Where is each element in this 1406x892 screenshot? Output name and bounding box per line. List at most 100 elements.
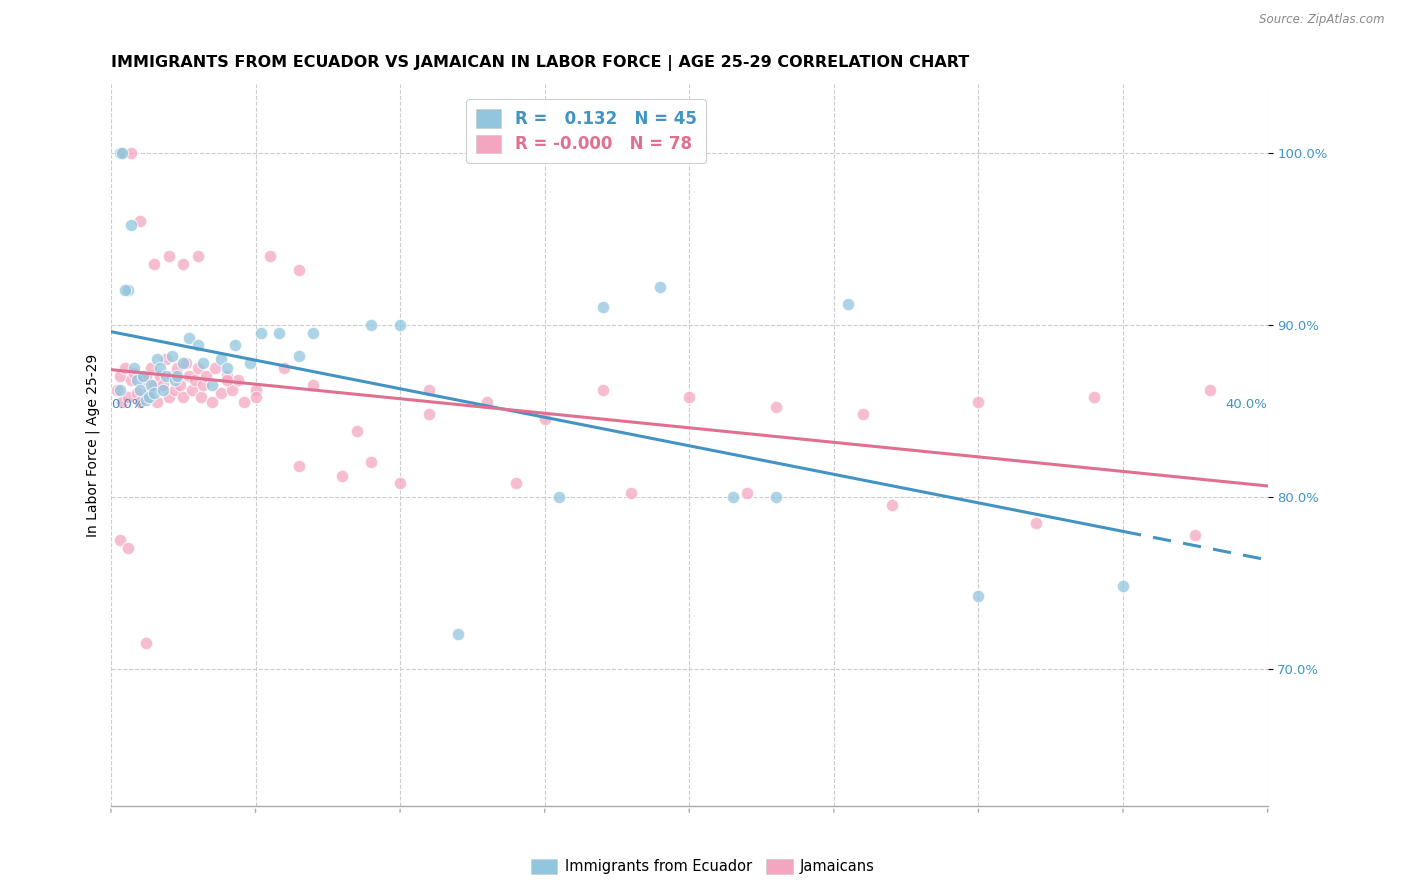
Text: 40.0%: 40.0% bbox=[1226, 398, 1268, 411]
Point bbox=[180, 383, 202, 397]
Point bbox=[418, 383, 440, 397]
Point bbox=[138, 386, 160, 401]
Point bbox=[163, 383, 186, 397]
Point bbox=[117, 541, 139, 556]
Point bbox=[765, 401, 787, 415]
Point bbox=[389, 318, 412, 332]
Legend: R =   0.132   N = 45, R = -0.000   N = 78: R = 0.132 N = 45, R = -0.000 N = 78 bbox=[467, 99, 706, 163]
Point bbox=[330, 469, 353, 483]
Point bbox=[245, 383, 267, 397]
Point bbox=[1198, 383, 1220, 397]
Point bbox=[273, 360, 295, 375]
Point bbox=[187, 249, 209, 263]
Point bbox=[195, 369, 218, 384]
Point bbox=[177, 331, 200, 345]
Point bbox=[166, 360, 188, 375]
Point bbox=[302, 377, 325, 392]
Point bbox=[108, 145, 131, 160]
Y-axis label: In Labor Force | Age 25-29: In Labor Force | Age 25-29 bbox=[86, 353, 100, 537]
Point bbox=[177, 369, 200, 384]
Point bbox=[215, 373, 238, 387]
Point bbox=[149, 369, 172, 384]
Point bbox=[172, 390, 194, 404]
Point bbox=[224, 338, 246, 352]
Point bbox=[389, 475, 412, 490]
Point bbox=[187, 360, 209, 375]
Point bbox=[184, 373, 207, 387]
Point bbox=[163, 373, 186, 387]
Point bbox=[215, 360, 238, 375]
Point bbox=[155, 369, 177, 384]
Point bbox=[111, 145, 134, 160]
Point bbox=[169, 377, 191, 392]
Point bbox=[190, 390, 212, 404]
Point bbox=[146, 395, 169, 409]
Point bbox=[138, 390, 160, 404]
Point bbox=[650, 280, 672, 294]
Point bbox=[1025, 516, 1047, 530]
Point bbox=[135, 393, 157, 408]
Point bbox=[120, 218, 142, 232]
Point bbox=[141, 377, 163, 392]
Point bbox=[135, 636, 157, 650]
Point bbox=[128, 214, 150, 228]
Point bbox=[620, 486, 643, 500]
Point bbox=[360, 455, 382, 469]
Point bbox=[418, 407, 440, 421]
Point bbox=[122, 360, 145, 375]
Point bbox=[132, 373, 155, 387]
Point bbox=[135, 369, 157, 384]
Point bbox=[447, 627, 470, 641]
Text: IMMIGRANTS FROM ECUADOR VS JAMAICAN IN LABOR FORCE | AGE 25-29 CORRELATION CHART: IMMIGRANTS FROM ECUADOR VS JAMAICAN IN L… bbox=[111, 55, 969, 71]
Point bbox=[128, 395, 150, 409]
Point bbox=[114, 283, 136, 297]
Point bbox=[143, 377, 166, 392]
Point bbox=[141, 360, 163, 375]
Point bbox=[837, 297, 859, 311]
Point bbox=[239, 355, 262, 369]
Point bbox=[209, 386, 232, 401]
Point bbox=[880, 498, 903, 512]
Point bbox=[152, 377, 174, 392]
Point bbox=[505, 475, 527, 490]
Point bbox=[360, 318, 382, 332]
Point bbox=[765, 490, 787, 504]
Point bbox=[226, 373, 249, 387]
Point bbox=[245, 390, 267, 404]
Point bbox=[146, 352, 169, 367]
Point bbox=[592, 383, 614, 397]
Point bbox=[114, 360, 136, 375]
Point bbox=[172, 355, 194, 369]
Point bbox=[221, 383, 243, 397]
Point bbox=[117, 390, 139, 404]
Point bbox=[157, 390, 180, 404]
Point bbox=[128, 383, 150, 397]
Point bbox=[174, 355, 197, 369]
Point bbox=[721, 490, 744, 504]
Point bbox=[215, 369, 238, 384]
Point bbox=[302, 326, 325, 341]
Point bbox=[204, 360, 226, 375]
Point bbox=[108, 369, 131, 384]
Point bbox=[120, 145, 142, 160]
Point bbox=[533, 412, 555, 426]
Point bbox=[149, 360, 172, 375]
Point bbox=[548, 490, 571, 504]
Point bbox=[117, 283, 139, 297]
Point bbox=[108, 383, 131, 397]
Point bbox=[125, 373, 148, 387]
Point bbox=[209, 352, 232, 367]
Text: 0.0%: 0.0% bbox=[111, 398, 145, 411]
Point bbox=[346, 425, 368, 439]
Point bbox=[288, 349, 311, 363]
Point bbox=[105, 383, 128, 397]
Point bbox=[157, 249, 180, 263]
Legend: Immigrants from Ecuador, Jamaicans: Immigrants from Ecuador, Jamaicans bbox=[526, 853, 880, 880]
Point bbox=[172, 257, 194, 271]
Point bbox=[187, 338, 209, 352]
Point bbox=[288, 458, 311, 473]
Point bbox=[967, 590, 990, 604]
Point bbox=[160, 349, 183, 363]
Point bbox=[120, 373, 142, 387]
Point bbox=[967, 395, 990, 409]
